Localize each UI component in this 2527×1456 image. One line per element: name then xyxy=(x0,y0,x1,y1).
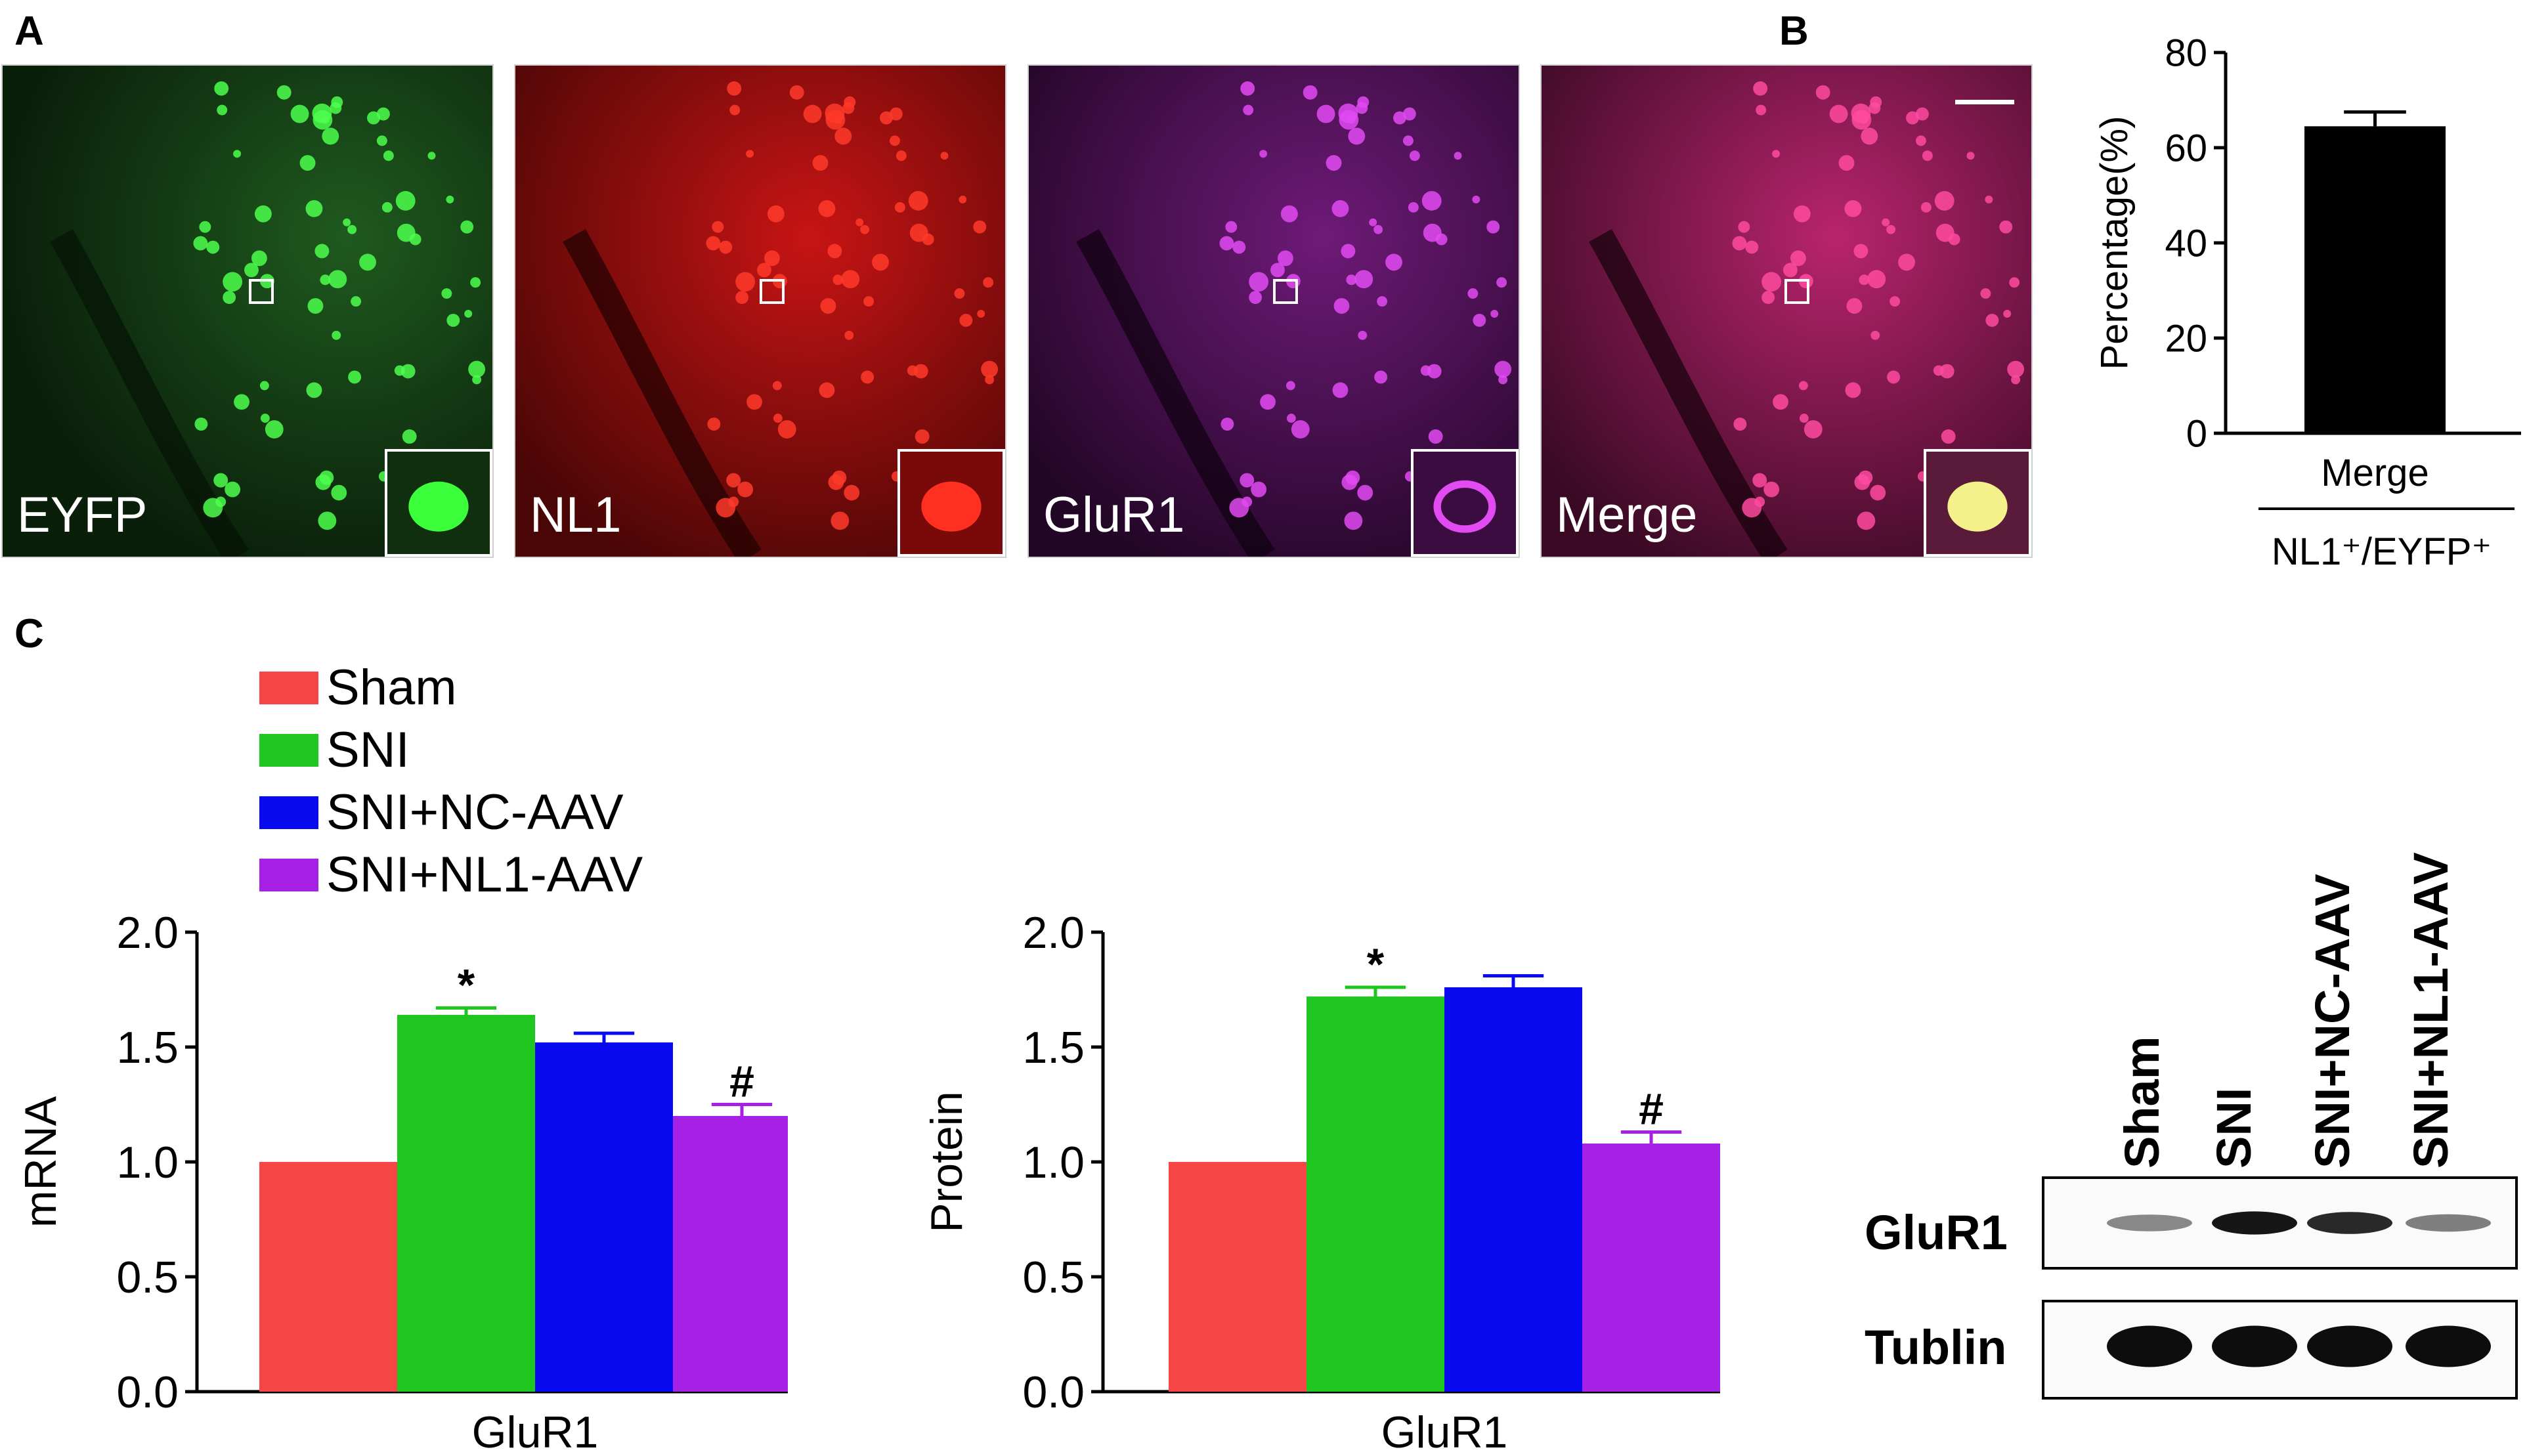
zoom-inset xyxy=(385,449,492,557)
band xyxy=(2107,1214,2192,1231)
legend: Sham SNI SNI+NC-AAV SNI+NL1-AAV xyxy=(259,656,643,906)
x-category-label: Merge xyxy=(2321,452,2429,494)
significance-mark: * xyxy=(458,960,475,1010)
panel-letter-b: B xyxy=(1779,9,1809,54)
blot-bands-tublin xyxy=(2107,1325,2491,1367)
zoom-inset xyxy=(1411,449,1519,557)
blot-frame-glur1 xyxy=(2042,1176,2518,1270)
bar xyxy=(1169,1162,1307,1392)
bar xyxy=(397,1015,535,1392)
band xyxy=(2307,1325,2392,1367)
significance-mark: # xyxy=(729,1057,754,1107)
lane-label: SNI+NL1-AAV xyxy=(2404,852,2458,1168)
micrograph-glur1: GluR1 xyxy=(1027,64,1520,558)
panel-letter-c: C xyxy=(14,611,44,656)
blot-frame-tublin xyxy=(2042,1300,2518,1400)
lane-label: SNI+NC-AAV xyxy=(2305,874,2360,1168)
lane-label: SNI xyxy=(2207,1087,2261,1168)
channel-label-eyfp: EYFP xyxy=(17,487,148,543)
chart-b: 0 20 40 60 80 Percentage(%) Merge NL1⁺/EYFP⁺ xyxy=(2093,32,2521,573)
band xyxy=(2406,1325,2491,1367)
band xyxy=(2212,1325,2297,1367)
y-tick-label: 0.0 xyxy=(116,1367,179,1417)
channel-label-merge: Merge xyxy=(1556,487,1698,543)
micrograph-eyfp: EYFP xyxy=(1,64,494,558)
legend-item: SNI+NC-AAV xyxy=(259,781,643,844)
y-tick-label: 2.0 xyxy=(1022,908,1085,958)
blot-row-label: Tublin xyxy=(1865,1320,2007,1375)
zoom-inset xyxy=(897,449,1005,557)
legend-label: SNI+NC-AAV xyxy=(326,784,624,840)
micrograph-merge: Merge xyxy=(1540,64,2033,558)
bar xyxy=(2304,126,2446,433)
y-tick-label: 1.0 xyxy=(116,1138,179,1188)
significance-mark: # xyxy=(1639,1084,1664,1134)
legend-item: Sham xyxy=(259,656,643,719)
legend-label: Sham xyxy=(326,660,457,716)
legend-item: SNI xyxy=(259,719,643,781)
roi-box xyxy=(249,279,274,304)
band xyxy=(2107,1325,2192,1367)
lane-label: Sham xyxy=(2115,1036,2169,1168)
micrograph-eyfp-image xyxy=(3,66,492,557)
bar xyxy=(1444,987,1582,1392)
x-axis-label: GluR1 xyxy=(1381,1407,1508,1456)
y-tick-label: 0 xyxy=(2186,412,2207,455)
zoom-inset xyxy=(1924,449,2031,557)
bar xyxy=(259,1162,397,1392)
legend-swatch xyxy=(259,671,318,704)
bar xyxy=(1307,996,1444,1392)
band xyxy=(2406,1214,2491,1232)
roi-box xyxy=(1784,279,1809,304)
band xyxy=(2307,1212,2392,1234)
legend-label: SNI+NL1-AAV xyxy=(326,847,643,903)
panel-letter-a: A xyxy=(14,9,44,54)
y-axis-label: Protein xyxy=(922,1091,972,1232)
significance-mark: * xyxy=(1367,939,1385,989)
y-tick-label: 1.5 xyxy=(116,1023,179,1073)
bar xyxy=(673,1116,788,1392)
legend-swatch xyxy=(259,858,318,891)
y-tick-label: 0.0 xyxy=(1022,1367,1085,1417)
y-axis-label: Percentage(%) xyxy=(2093,116,2136,370)
x-group-label: NL1⁺/EYFP⁺ xyxy=(2272,530,2492,573)
chart-protein: 0.0 0.5 1.0 1.5 2.0 Protein * # GluR1 xyxy=(922,908,1720,1456)
legend-swatch xyxy=(259,733,318,767)
y-tick-label: 80 xyxy=(2165,32,2207,74)
y-tick-label: 1.5 xyxy=(1022,1023,1085,1073)
y-tick-label: 40 xyxy=(2165,222,2207,265)
y-tick-label: 20 xyxy=(2165,317,2207,360)
y-tick-label: 60 xyxy=(2165,127,2207,169)
roi-box xyxy=(760,279,785,304)
y-tick-label: 2.0 xyxy=(116,908,179,958)
channel-label-nl1: NL1 xyxy=(530,487,622,543)
y-axis-label: mRNA xyxy=(16,1096,66,1228)
y-tick-label: 0.5 xyxy=(1022,1253,1085,1302)
y-tick-label: 1.0 xyxy=(1022,1138,1085,1188)
channel-label-glur1: GluR1 xyxy=(1043,487,1185,543)
legend-swatch xyxy=(259,796,318,829)
chart-mrna: 0.0 0.5 1.0 1.5 2.0 mRNA * # GluR1 xyxy=(16,908,788,1456)
scale-bar xyxy=(1955,100,2014,104)
y-tick-label: 0.5 xyxy=(116,1253,179,1302)
legend-label: SNI xyxy=(326,722,410,778)
x-axis-label: GluR1 xyxy=(472,1407,599,1456)
bar xyxy=(1582,1144,1720,1392)
blot-bands-glur1 xyxy=(2107,1211,2491,1235)
legend-item: SNI+NL1-AAV xyxy=(259,844,643,906)
roi-box xyxy=(1273,279,1298,304)
blot-row-label: GluR1 xyxy=(1865,1205,2008,1260)
bar xyxy=(535,1042,673,1392)
micrograph-nl1: NL1 xyxy=(514,64,1006,558)
band xyxy=(2212,1211,2297,1235)
